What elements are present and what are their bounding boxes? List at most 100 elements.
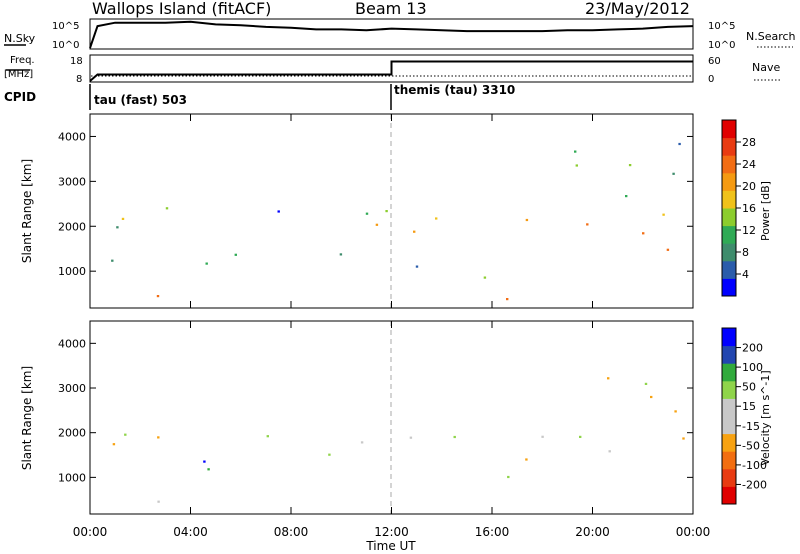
power-scatter-cells — [111, 142, 681, 301]
power-colorbar-swatch — [722, 190, 736, 209]
power-cell — [586, 223, 589, 226]
freq-unit-label: [MHz] — [4, 69, 33, 80]
nave-label: Nave — [752, 61, 780, 74]
power-cell — [525, 218, 529, 222]
frequency-panel: Freq. [MHz] 18 8 60 0 Nave — [4, 54, 780, 85]
power-cell — [625, 195, 628, 198]
power-colorbar-tick-label: 8 — [742, 246, 749, 259]
power-panel: 1000 2000 3000 4000 Slant Range [km] — [20, 113, 694, 309]
nave-tick-low: 0 — [708, 74, 714, 85]
velocity-cell — [157, 500, 160, 503]
velocity-cell — [644, 382, 648, 385]
power-colorbar-tick-label: 28 — [742, 136, 756, 149]
power-colorbar-tick-label: 20 — [742, 180, 756, 193]
power-colorbar-swatch — [722, 120, 736, 139]
site-title: Wallops Island (fitACF) — [92, 0, 271, 18]
velocity-colorbar-swatch — [722, 416, 736, 435]
power-cell — [672, 172, 675, 175]
velocity-colorbar-tick-label: 200 — [742, 342, 763, 355]
power-cell — [628, 164, 632, 167]
power-y-axis-label: Slant Range [km] — [20, 159, 34, 263]
power-cell — [375, 223, 379, 226]
power-colorbar-tick-label: 12 — [742, 224, 756, 237]
velocity-colorbar-swatch — [722, 398, 736, 417]
velocity-colorbar-swatch — [722, 433, 736, 452]
velocity-colorbar-tick-label: -50 — [742, 439, 760, 452]
power-cell — [116, 226, 119, 229]
noise-panel: N.Sky 10^5 10^0 10^5 10^0 N.Search — [4, 18, 796, 51]
date-label: 23/May/2012 — [585, 0, 690, 18]
power-colorbar-swatch — [722, 260, 736, 279]
cpid-first-program: tau (fast) 503 — [94, 93, 187, 107]
power-colorbar-swatch — [722, 278, 736, 297]
velocity-colorbar-swatch — [722, 486, 736, 505]
velocity-cell — [607, 377, 610, 380]
nsearch-label: N.Search — [746, 30, 796, 43]
nsky-series-line — [89, 20, 694, 49]
velocity-colorbar-tick-label: -15 — [742, 420, 760, 433]
power-colorbar-swatch — [722, 155, 736, 174]
power-y-tick-label: 4000 — [58, 130, 86, 143]
power-colorbar-label: Power [dB] — [759, 181, 772, 241]
velocity-x-tick-label: 12:00 — [374, 525, 409, 539]
power-cell — [574, 150, 577, 153]
beam-label: Beam 13 — [355, 0, 427, 18]
power-cell — [165, 207, 169, 210]
velocity-x-tick-label: 04:00 — [173, 525, 208, 539]
nave-tick-high: 60 — [708, 56, 721, 67]
power-cell — [483, 276, 487, 279]
power-cell — [678, 142, 681, 146]
power-colorbar-ticks: 28 24 20 16 12 8 4 — [736, 136, 756, 281]
freq-tick-high: 18 — [70, 56, 83, 67]
noise-panel-frame — [89, 18, 694, 50]
velocity-cell — [608, 450, 611, 453]
velocity-colorbar-swatch — [722, 363, 736, 382]
velocity-colorbar-swatch — [722, 328, 736, 347]
velocity-cell — [682, 437, 685, 440]
x-axis-label: Time UT — [365, 539, 416, 553]
velocity-colorbar-tick-label: -200 — [742, 478, 767, 491]
velocity-colorbar: 200 100 50 15 -15 -50 -100 -200 Velocity [m s^-… — [721, 327, 772, 505]
velocity-colorbar-swatch — [722, 380, 736, 399]
velocity-x-tick-label: 00:00 — [73, 525, 108, 539]
power-cell — [506, 298, 509, 301]
velocity-colorbar-swatches — [722, 328, 736, 505]
power-cell — [121, 217, 125, 220]
velocity-panel: 1000 2000 3000 4000 00:00 04:00 08:00 12:00 16:… — [20, 320, 710, 553]
power-colorbar-swatch — [722, 137, 736, 156]
power-y-tick-label: 2000 — [58, 220, 86, 233]
velocity-y-tick-label: 1000 — [58, 471, 86, 484]
velocity-colorbar-swatch — [722, 451, 736, 470]
velocity-colorbar-swatch — [722, 468, 736, 487]
nsearch-tick-low: 10^0 — [708, 40, 735, 51]
velocity-cell — [525, 458, 528, 461]
cpid-row: CPID tau (fast) 503 themis (tau) 3310 — [4, 83, 515, 110]
velocity-cell — [157, 436, 160, 439]
power-cell — [234, 253, 237, 256]
power-colorbar-tick-label: 4 — [742, 268, 749, 281]
velocity-cell — [266, 435, 269, 438]
power-cell — [156, 295, 160, 298]
velocity-y-tick-label: 3000 — [58, 382, 86, 395]
power-colorbar-tick-label: 24 — [742, 158, 756, 171]
power-cell — [205, 262, 208, 265]
power-cell — [277, 210, 280, 213]
velocity-x-tick-label: 20:00 — [575, 525, 610, 539]
nsearch-tick-high: 10^5 — [708, 21, 735, 32]
velocity-colorbar-tick-label: -100 — [742, 459, 767, 472]
power-cell — [385, 210, 388, 213]
power-y-tick-label: 3000 — [58, 175, 86, 188]
power-cell — [365, 212, 369, 215]
velocity-x-tick-label: 08:00 — [274, 525, 309, 539]
velocity-y-tick-label: 4000 — [58, 337, 86, 350]
velocity-x-tick-label: 16:00 — [475, 525, 510, 539]
velocity-cell — [360, 441, 364, 444]
velocity-cell — [328, 453, 331, 456]
power-colorbar-swatch — [722, 208, 736, 227]
velocity-y-ticks: 1000 2000 3000 4000 — [58, 337, 693, 484]
power-cell — [435, 217, 438, 220]
power-colorbar-swatch — [722, 225, 736, 244]
power-cell — [339, 253, 343, 256]
velocity-cell — [124, 433, 127, 436]
power-cell — [666, 248, 670, 251]
